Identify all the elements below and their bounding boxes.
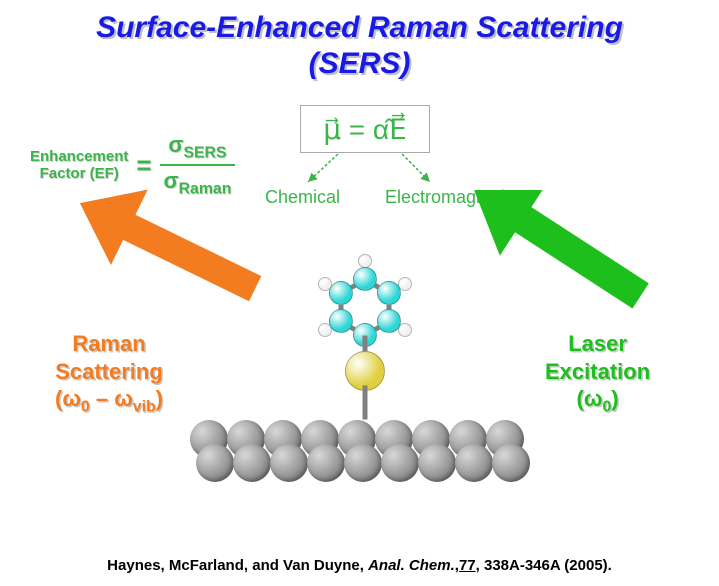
cit-before: Haynes, McFarland, and Van Duyne,	[107, 557, 368, 574]
title-line2: (SERS)	[0, 46, 719, 82]
bond	[363, 386, 368, 420]
ls0: 0	[602, 398, 611, 415]
substrate-sphere	[344, 444, 382, 482]
mu-equation-box: μ⃗ = α̂E⃗	[300, 105, 430, 153]
cit-after: , 338A-346A (2005).	[476, 557, 612, 574]
rdash: –	[90, 386, 114, 411]
raman-l3: (ω0 – ωvib)	[55, 385, 163, 417]
substrate-sphere	[233, 444, 271, 482]
ef-numerator: σSERS	[164, 130, 230, 164]
laser-l3: (ω0)	[545, 385, 650, 417]
substrate-sphere	[270, 444, 308, 482]
atom	[358, 254, 372, 268]
title-line1: Surface-Enhanced Raman Scattering	[0, 10, 719, 46]
cit-vol: 77	[459, 557, 476, 574]
substrate-sphere	[418, 444, 456, 482]
raman-l2: Scattering	[55, 358, 163, 386]
atom	[377, 281, 401, 305]
substrate-sphere	[196, 444, 234, 482]
substrate-sphere	[307, 444, 345, 482]
sub-sers: SERS	[183, 144, 226, 161]
atom	[329, 309, 353, 333]
ro1: ω	[62, 386, 81, 411]
laser-l1: Laser	[545, 330, 650, 358]
cit-journal: Anal. Chem.	[368, 557, 455, 574]
mu-equation: μ⃗ = α̂E⃗	[323, 113, 407, 146]
ro2: ω	[114, 386, 133, 411]
rs0: 0	[81, 398, 90, 415]
lsuf: )	[611, 386, 618, 411]
rsuf: )	[156, 386, 163, 411]
lo: ω	[584, 386, 603, 411]
substrate-sphere	[381, 444, 419, 482]
laser-l2: Excitation	[545, 358, 650, 386]
lp: (	[577, 386, 584, 411]
sigma-num: σ	[168, 132, 183, 157]
laser-excitation-label: Laser Excitation (ω0)	[545, 330, 650, 417]
raman-scattering-label: Raman Scattering (ω0 – ωvib)	[55, 330, 163, 417]
raman-l1: Raman	[55, 330, 163, 358]
page-title: Surface-Enhanced Raman Scattering (SERS)	[0, 0, 719, 82]
rvib: vib	[133, 398, 156, 415]
substrate-sphere	[455, 444, 493, 482]
citation: Haynes, McFarland, and Van Duyne, Anal. …	[0, 557, 719, 574]
ef-label-l1: Enhancement	[30, 148, 128, 165]
raman-arrow	[55, 170, 315, 350]
atom	[329, 281, 353, 305]
substrate-sphere	[492, 444, 530, 482]
atom	[353, 267, 377, 291]
